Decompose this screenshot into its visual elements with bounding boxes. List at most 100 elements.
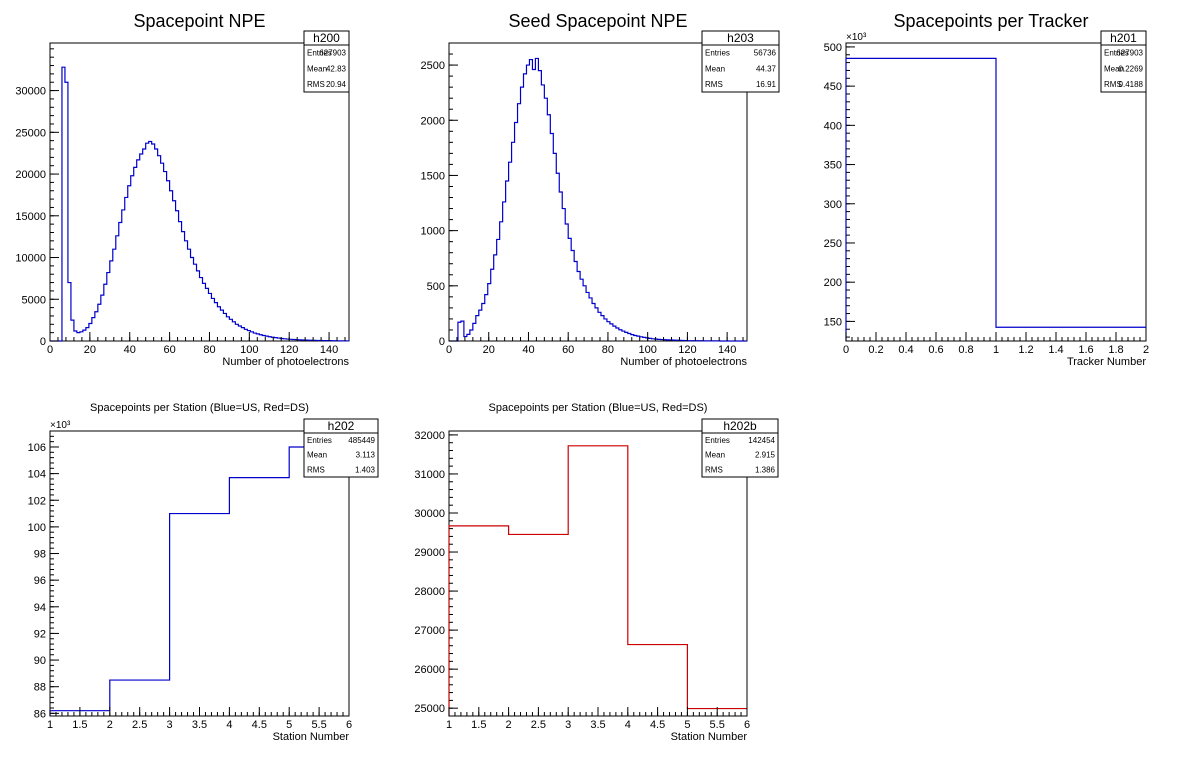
- x-tick-label: 4.5: [650, 719, 665, 731]
- x-tick-label: 80: [203, 344, 215, 356]
- pad-h202b: Spacepoints per Station (Blue=US, Red=DS…: [414, 402, 779, 743]
- stats-value: 20.94: [326, 80, 347, 89]
- chart-title: Spacepoint NPE: [133, 11, 265, 31]
- x-tick-label: 1: [993, 344, 999, 356]
- y-exponent-label: ×10³: [50, 420, 71, 431]
- y-exponent-label: ×10³: [846, 32, 867, 43]
- stats-name: h202: [328, 419, 355, 433]
- y-tick-label: 250: [824, 238, 842, 250]
- pad-h200: Spacepoint NPE 0 20 40 60 80 100 120 140 0 5000 100…: [15, 11, 350, 368]
- x-tick-label: 80: [602, 344, 614, 356]
- stats-label: RMS: [705, 80, 723, 89]
- stats-label: Mean: [705, 64, 725, 73]
- stats-label: Entries: [705, 49, 730, 58]
- y-tick-label: 5000: [22, 294, 46, 306]
- y-tick-label: 0: [40, 336, 46, 348]
- stats-box: h203 Entries 56736 Mean 44.37 RMS 16.91: [701, 30, 780, 93]
- y-tick-label: 86: [34, 708, 46, 720]
- stats-label: Mean: [307, 451, 327, 460]
- x-tick-label: 100: [638, 344, 656, 356]
- chart-title: Seed Spacepoint NPE: [508, 11, 687, 31]
- x-tick-label: 140: [320, 344, 338, 356]
- stats-label: RMS: [307, 80, 325, 89]
- histogram-line: [845, 57, 1146, 341]
- stats-value: 0.2269: [1119, 64, 1144, 73]
- histogram-line: [448, 445, 747, 716]
- x-tick-label: 0: [446, 344, 452, 356]
- stats-name: h200: [313, 31, 340, 45]
- y-tick-label: 350: [824, 160, 842, 172]
- stats-label: Entries: [307, 436, 332, 445]
- x-tick-label: 1.2: [1018, 344, 1033, 356]
- stats-value: 627903: [319, 49, 346, 58]
- x-tick-label: 6: [744, 719, 750, 731]
- stats-value: 0.4188: [1119, 80, 1144, 89]
- stats-box: h202 Entries 485449 Mean 3.113 RMS 1.403: [303, 418, 379, 478]
- y-tick-label: 1500: [421, 170, 445, 182]
- y-tick-label: 29000: [414, 547, 445, 559]
- y-tick-label: 30000: [414, 508, 445, 520]
- x-tick-label: 1.4: [1048, 344, 1063, 356]
- y-tick-label: 96: [34, 575, 46, 587]
- stats-name: h203: [727, 31, 754, 45]
- x-axis-title: Number of photoelectrons: [620, 356, 747, 368]
- x-tick-label: 2: [1143, 344, 1149, 356]
- pad-h203: Seed Spacepoint NPE 0 20 40 60 80 100 120 140 0 50…: [421, 11, 780, 368]
- stats-label: Entries: [1104, 49, 1129, 58]
- x-tick-label: 4: [625, 719, 631, 731]
- x-tick-label: 1.5: [471, 719, 486, 731]
- y-tick-label: 150: [824, 316, 842, 328]
- stats-frame: [701, 418, 779, 478]
- x-axis-title: Station Number: [671, 731, 748, 743]
- x-tick-label: 1: [446, 719, 452, 731]
- y-tick-label: 106: [28, 442, 46, 454]
- x-tick-label: 0.8: [958, 344, 973, 356]
- y-tick-label: 98: [34, 549, 46, 561]
- x-axis-title: Station Number: [273, 731, 350, 743]
- stats-label: RMS: [1104, 80, 1122, 89]
- y-tick-label: 300: [824, 199, 842, 211]
- x-axis-title: Tracker Number: [1067, 356, 1146, 368]
- y-tick-label: 0: [439, 336, 445, 348]
- stats-label: Entries: [705, 436, 730, 445]
- x-tick-label: 0: [47, 344, 53, 356]
- y-tick-label: 88: [34, 682, 46, 694]
- y-tick-label: 94: [34, 602, 46, 614]
- stats-frame: [303, 418, 379, 478]
- y-tick-label: 27000: [414, 625, 445, 637]
- stats-value: 2.915: [755, 451, 776, 460]
- stats-label: RMS: [307, 465, 325, 474]
- x-tick-label: 2.5: [132, 719, 147, 731]
- stats-name: h202b: [723, 419, 757, 433]
- y-tick-label: 26000: [414, 664, 445, 676]
- y-tick-label: 30000: [15, 86, 46, 98]
- x-tick-label: 6: [346, 719, 352, 731]
- x-tick-label: 5: [684, 719, 690, 731]
- x-tick-label: 5: [286, 719, 292, 731]
- stats-value: 1.403: [355, 465, 376, 474]
- x-tick-label: 3.5: [192, 719, 207, 731]
- x-axis-title: Number of photoelectrons: [222, 356, 349, 368]
- histogram-line: [449, 57, 747, 342]
- stats-value: 16.91: [756, 80, 777, 89]
- plot-frame: [448, 42, 748, 342]
- x-tick-label: 3: [565, 719, 571, 731]
- stats-frame: [303, 30, 350, 93]
- x-tick-label: 2.5: [531, 719, 546, 731]
- x-tick-label: 0.4: [898, 344, 913, 356]
- x-tick-label: 1.5: [72, 719, 87, 731]
- x-tick-label: 120: [280, 344, 298, 356]
- x-tick-label: 3: [167, 719, 173, 731]
- pad-h201: Spacepoints per Tracker 0 0.2 0.4 0.6 0.8 1 1.2…: [824, 11, 1149, 368]
- y-tick-label: 500: [427, 281, 445, 293]
- chart-title: Spacepoints per Station (Blue=US, Red=DS…: [90, 402, 309, 414]
- y-tick-label: 450: [824, 81, 842, 93]
- pad-h202: Spacepoints per Station (Blue=US, Red=DS…: [28, 402, 379, 743]
- stats-box: h202b Entries 142454 Mean 2.915 RMS 1.386: [701, 418, 779, 478]
- x-tick-label: 4: [226, 719, 232, 731]
- stats-label: Mean: [307, 64, 327, 73]
- stats-value: 3.113: [356, 451, 376, 460]
